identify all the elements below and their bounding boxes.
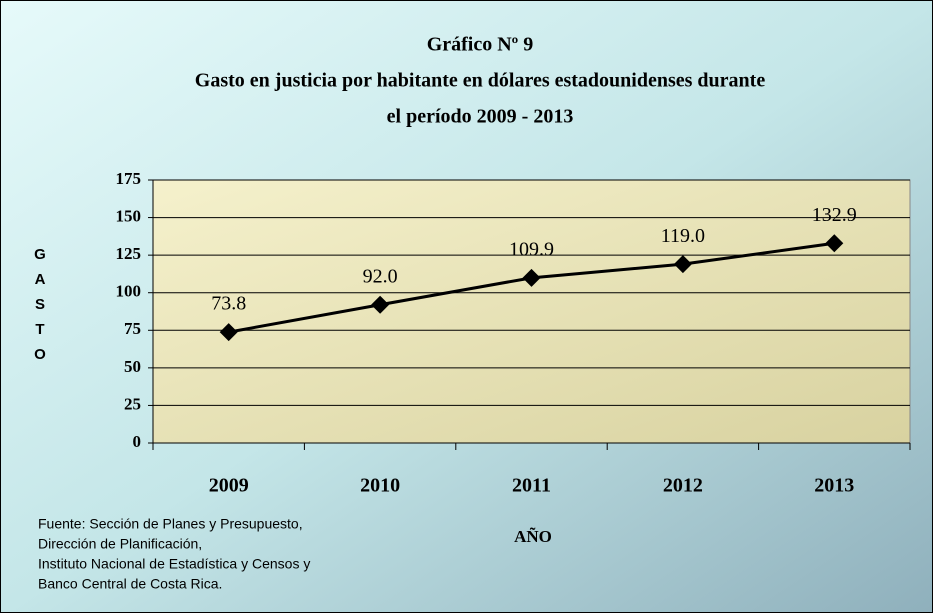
y-tick-label: 125: [116, 244, 142, 263]
source-note: Banco Central de Costa Rica.: [38, 576, 222, 592]
y-tick-label: 100: [116, 282, 142, 301]
plot-area: [152, 179, 911, 444]
data-point: [219, 323, 238, 342]
data-label: 132.9: [812, 204, 857, 226]
source-note: Instituto Nacional de Estadística y Cens…: [38, 556, 310, 572]
data-point: [673, 255, 692, 274]
y-tick-label: 75: [124, 319, 141, 338]
data-label: 109.9: [509, 238, 554, 260]
data-point: [825, 234, 844, 253]
x-tick-label: 2012: [663, 475, 703, 497]
source-note: Fuente: Sección de Planes y Presupuesto,: [38, 516, 303, 532]
x-axis-label: AÑO: [514, 527, 552, 546]
y-tick-label: 50: [124, 357, 141, 376]
data-point: [371, 295, 390, 314]
y-tick-label: 175: [116, 169, 142, 188]
source-note: Dirección de Planificación,: [38, 536, 202, 552]
y-tick-label: 0: [133, 432, 142, 451]
data-point: [522, 268, 541, 287]
chart-title: Gráfico Nº 9: [427, 34, 534, 56]
y-tick-label: 150: [116, 206, 142, 225]
x-tick-label: 2011: [512, 475, 551, 497]
chart-title: el período 2009 - 2013: [387, 106, 574, 128]
y-tick-label: 25: [124, 394, 141, 413]
x-tick-label: 2010: [360, 475, 400, 497]
x-tick-label: 2013: [814, 475, 854, 497]
data-label: 73.8: [211, 293, 246, 315]
x-tick-label: 2009: [209, 475, 249, 497]
data-label: 92.0: [363, 265, 398, 287]
chart-title: Gasto en justicia por habitante en dólar…: [195, 70, 766, 92]
data-label: 119.0: [661, 225, 705, 247]
